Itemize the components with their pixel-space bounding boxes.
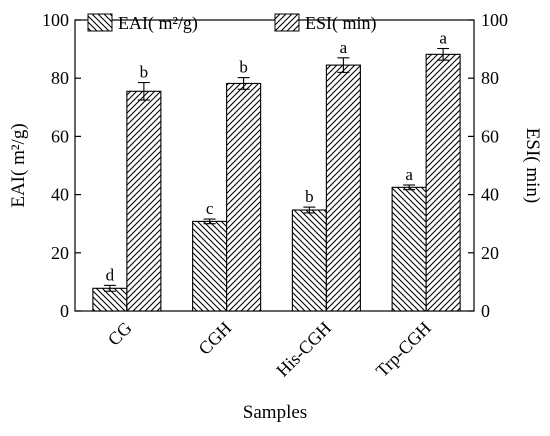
right-tick-label: 80 xyxy=(481,68,499,88)
x-tick-label: CGH xyxy=(194,318,235,359)
x-tick-label: CG xyxy=(104,318,136,350)
x-axis: CG CGH His-CGH Trp-CGH xyxy=(104,305,435,381)
right-axis: 0 20 40 60 80 100 xyxy=(468,10,508,321)
bar-esi xyxy=(325,64,361,312)
significance-label: d xyxy=(106,265,115,284)
bar-esi xyxy=(425,53,461,312)
significance-label: a xyxy=(340,38,348,57)
right-tick-label: 0 xyxy=(481,301,490,321)
bars-group: d b c b b a a a xyxy=(92,29,461,312)
left-axis-title: EAI( m²/g) xyxy=(8,123,29,207)
bar-eai xyxy=(391,186,427,312)
legend: EAI( m²/g) ESI( min) xyxy=(87,13,377,34)
legend-swatch-eai xyxy=(87,13,113,32)
left-tick-label: 100 xyxy=(42,10,69,30)
right-axis-title: ESI( min) xyxy=(522,128,543,203)
significance-label: a xyxy=(439,29,447,48)
left-tick-label: 60 xyxy=(51,126,69,146)
bar-eai xyxy=(192,220,228,312)
bar-esi xyxy=(126,90,162,312)
significance-label: b xyxy=(305,187,314,206)
significance-label: c xyxy=(206,199,214,218)
left-axis: 0 20 40 60 80 100 xyxy=(42,10,81,321)
right-tick-label: 60 xyxy=(481,126,499,146)
left-tick-label: 0 xyxy=(60,301,69,321)
legend-label-eai: EAI( m²/g) xyxy=(118,13,198,34)
left-tick-label: 20 xyxy=(51,243,69,263)
significance-label: b xyxy=(239,58,248,77)
right-tick-label: 100 xyxy=(481,10,508,30)
x-tick-label: His-CGH xyxy=(272,318,335,381)
bar-esi xyxy=(226,82,262,312)
legend-swatch-esi xyxy=(274,13,300,32)
legend-label-esi: ESI( min) xyxy=(305,13,377,34)
left-tick-label: 80 xyxy=(51,68,69,88)
right-tick-label: 20 xyxy=(481,243,499,263)
bar-eai xyxy=(291,209,327,312)
x-axis-title: Samples xyxy=(243,402,307,423)
significance-label: b xyxy=(140,63,149,82)
significance-label: a xyxy=(405,165,413,184)
right-tick-label: 40 xyxy=(481,185,499,205)
x-tick-label: Trp-CGH xyxy=(372,318,435,381)
left-tick-label: 40 xyxy=(51,185,69,205)
